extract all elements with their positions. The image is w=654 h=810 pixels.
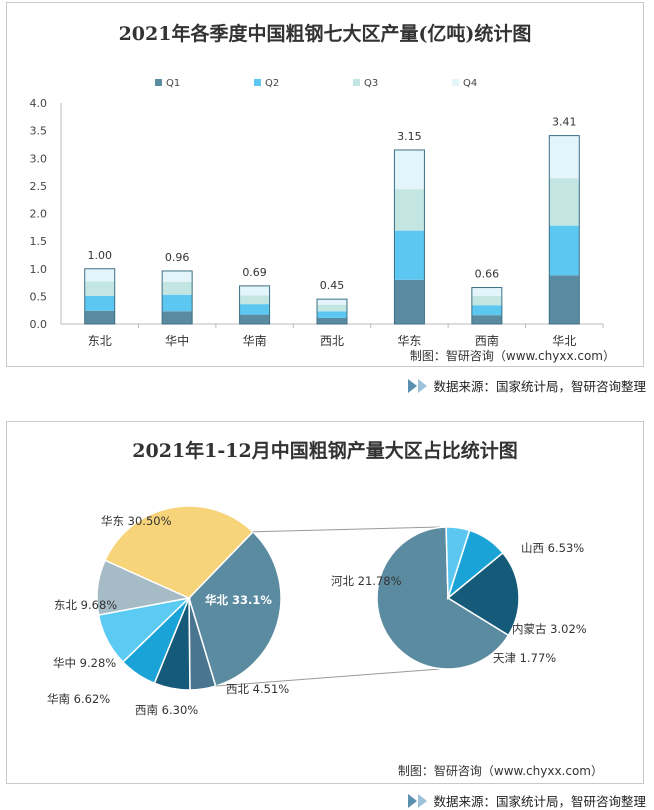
bar-segment (549, 178, 580, 226)
x-tick-label: 华南 (243, 333, 267, 348)
bar-outline (471, 287, 503, 325)
bar-segment (471, 287, 502, 296)
bar-segment (162, 311, 193, 324)
play-icon (418, 793, 428, 808)
bar-segment (471, 315, 502, 324)
x-tick-label: 华北 (552, 334, 576, 348)
bar-segment (239, 304, 270, 315)
bar-total-label: 0.96 (165, 251, 190, 264)
legend-label: Q3 (364, 78, 378, 89)
play-icon (408, 793, 418, 808)
pie-slice (188, 530, 282, 687)
bar-segment (162, 282, 193, 295)
connector-line (215, 668, 441, 687)
legend-swatch (452, 79, 459, 86)
pie-chart-panel: 2021年1-12月中国粗钢产量大区占比统计图 华北 33.1% 西北 4.51%… (6, 421, 644, 784)
bar-total-label: 0.69 (242, 266, 267, 279)
bar-segment (549, 225, 580, 276)
pie-slice-label: 河北 21.78% (331, 574, 402, 588)
bar-chart-credit: 制图：智研咨询（www.chyxx.com） (409, 349, 615, 363)
bar-segment (471, 305, 502, 316)
bar-segment (84, 268, 115, 282)
y-tick-label: 1.0 (30, 263, 48, 276)
x-tick-label: 华东 (397, 334, 421, 348)
y-tick-label: 3.0 (30, 152, 48, 165)
pie-slice-label: 天津 1.77% (493, 651, 556, 665)
x-tick-label: 东北 (88, 334, 112, 348)
pie-slice-label: 西北 4.51% (226, 682, 289, 696)
pie-chart-source-text: 数据来源：国家统计局，智研咨询整理 (433, 794, 646, 809)
bar-segment (239, 314, 270, 324)
pie-slice (376, 526, 510, 670)
bar-segment (239, 285, 270, 296)
legend-swatch (155, 79, 162, 86)
bar-outline (548, 135, 580, 325)
x-tick-label: 西南 (475, 333, 499, 348)
pie-slice-label: 内蒙古 3.02% (512, 622, 587, 636)
y-tick-label: 0.0 (30, 318, 48, 331)
x-tick-label: 西北 (320, 334, 344, 348)
legend-label: Q4 (463, 78, 477, 89)
legend-label: Q2 (265, 78, 279, 89)
y-tick-label: 1.5 (30, 235, 48, 248)
bar-segment (162, 270, 193, 283)
bar-segment (317, 299, 347, 305)
y-tick-label: 2.0 (30, 208, 48, 221)
legend-swatch (353, 79, 360, 86)
bar-segment (394, 149, 425, 190)
bar-outline (316, 298, 348, 325)
bar-chart-source-text: 数据来源：国家统计局，智研咨询整理 (433, 379, 646, 394)
pie-slice-label: 华南 6.62% (47, 692, 110, 706)
pie-slice-label: 华东 30.50% (101, 514, 172, 528)
pie-slice (446, 551, 520, 637)
bar-segment (317, 311, 347, 318)
bar-segment (394, 189, 425, 231)
bar-outline (84, 268, 116, 325)
legend-swatch (254, 79, 261, 86)
bar-outline (239, 285, 271, 325)
bar-segment (549, 275, 580, 324)
legend-label: Q1 (166, 78, 180, 89)
pie-slice-label: 山西 6.53% (521, 541, 584, 555)
bar-total-label: 0.45 (320, 279, 345, 292)
pie-chart: 华北 33.1% 西北 4.51% 西南 6.30% 华南 6.62% 华中 9.28%… (47, 505, 587, 717)
bar-chart-source: 数据来源：国家统计局，智研咨询整理 (408, 376, 646, 395)
bar-total-label: 1.00 (87, 249, 112, 262)
bar-total-label: 3.15 (397, 130, 422, 143)
pie-slice (104, 505, 254, 599)
y-tick-label: 3.5 (30, 125, 48, 138)
pie-chart-credit: 制图：智研咨询（www.chyxx.com） (397, 764, 603, 778)
pie-slice-label: 华中 9.28% (53, 656, 116, 670)
bar-segment (239, 295, 270, 305)
bar-total-label: 0.66 (475, 268, 500, 281)
bar-segment (84, 295, 115, 311)
pie-chart-source: 数据来源：国家统计局，智研咨询整理 (408, 791, 646, 810)
bar-segment (317, 317, 347, 324)
y-tick-label: 2.5 (30, 180, 48, 193)
y-tick-label: 0.5 (30, 290, 48, 303)
x-tick-label: 华中 (165, 333, 189, 348)
bar-chart: Q1 Q2 Q3 Q4 0.0 0.5 1.0 1.5 2.0 2.5 3.0 3.5 4.0 1.00 东… (30, 78, 604, 348)
bar-outline (393, 149, 425, 325)
bar-segment (317, 304, 347, 312)
bar-segment (549, 135, 580, 179)
bar-segment (394, 230, 425, 280)
bar-chart-title: 2021年各季度中国粗钢七大区产量(亿吨)统计图 (118, 23, 532, 45)
pie-slice-label: 东北 9.68% (54, 598, 117, 612)
pie-chart-title: 2021年1-12月中国粗钢产量大区占比统计图 (132, 440, 518, 462)
bar-segment (394, 279, 425, 324)
bar-segment (471, 295, 502, 306)
play-icon (408, 378, 418, 393)
bar-segment (84, 281, 115, 296)
bar-total-label: 3.41 (552, 116, 577, 129)
bar-outline (161, 270, 193, 325)
pie-slice-label: 华北 33.1% (205, 593, 272, 607)
play-icon (418, 378, 428, 393)
pie-slice-label: 西南 6.30% (135, 703, 198, 717)
bar-segment (162, 294, 193, 312)
y-tick-label: 4.0 (30, 97, 48, 110)
bar-segment (84, 310, 115, 324)
connector-line (252, 526, 441, 533)
bar-chart-panel: 2021年各季度中国粗钢七大区产量(亿吨)统计图 Q1 Q2 Q3 Q4 0.0 0.5 1… (6, 2, 644, 367)
